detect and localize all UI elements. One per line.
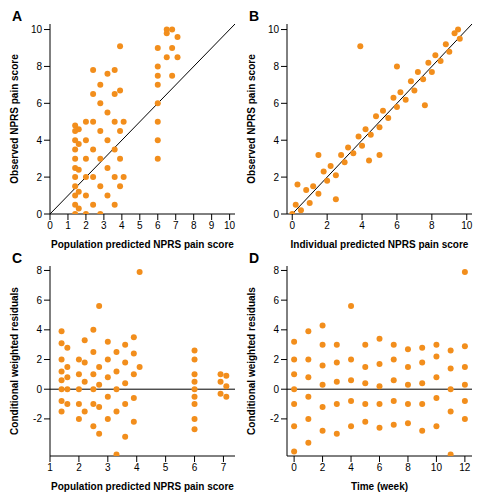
svg-text:4: 4 (273, 135, 279, 146)
svg-text:Time (week): Time (week) (351, 481, 408, 492)
svg-text:0: 0 (47, 220, 53, 231)
svg-text:1: 1 (47, 462, 53, 473)
svg-text:6: 6 (36, 295, 42, 306)
svg-text:6: 6 (192, 462, 198, 473)
svg-text:6: 6 (273, 295, 279, 306)
html-text:C: C (12, 250, 23, 266)
svg-text:1: 1 (65, 220, 71, 231)
svg-text:4: 4 (348, 462, 354, 473)
svg-text:6: 6 (394, 220, 400, 231)
svg-text:6: 6 (273, 98, 279, 109)
svg-text:0: 0 (273, 209, 279, 220)
html-text:D: D (249, 250, 260, 266)
svg-text:10: 10 (31, 24, 43, 35)
svg-text:3: 3 (101, 220, 107, 231)
svg-text:9: 9 (209, 220, 215, 231)
svg-text:Population predicted NPRS pain: Population predicted NPRS pain score (51, 481, 234, 492)
svg-text:2: 2 (324, 220, 330, 231)
svg-text:6: 6 (155, 220, 161, 231)
svg-text:4: 4 (36, 324, 42, 335)
svg-text:8: 8 (36, 61, 42, 72)
svg-text:7: 7 (221, 462, 227, 473)
svg-text:5: 5 (163, 462, 169, 473)
svg-text:Conditional weighted residuals: Conditional weighted residuals (9, 287, 20, 435)
svg-text:8: 8 (36, 265, 42, 276)
svg-text:Observed NPRS pain score: Observed NPRS pain score (246, 54, 257, 184)
svg-text:Population predicted NPRS pain: Population predicted NPRS pain score (51, 239, 234, 250)
svg-text:2: 2 (83, 220, 89, 231)
svg-text:0: 0 (36, 209, 42, 220)
svg-text:2: 2 (76, 462, 82, 473)
svg-text:2: 2 (36, 172, 42, 183)
svg-text:Conditional weighted residuals: Conditional weighted residuals (246, 287, 257, 435)
svg-text:4: 4 (273, 324, 279, 335)
svg-text:Individual predicted NPRS pain: Individual predicted NPRS pain score (291, 239, 469, 250)
svg-text:10: 10 (224, 220, 236, 231)
svg-text:4: 4 (359, 220, 365, 231)
svg-text:8: 8 (273, 61, 279, 72)
svg-text:10: 10 (268, 24, 280, 35)
svg-text:8: 8 (405, 462, 411, 473)
svg-text:8: 8 (191, 220, 197, 231)
svg-text:7: 7 (173, 220, 179, 231)
html-text:B: B (249, 8, 260, 24)
svg-text:2: 2 (273, 172, 279, 183)
svg-text:2: 2 (273, 354, 279, 365)
svg-text:10: 10 (461, 220, 473, 231)
svg-text:8: 8 (273, 265, 279, 276)
html-text:A: A (12, 8, 23, 24)
svg-text:3: 3 (105, 462, 111, 473)
svg-text:4: 4 (134, 462, 140, 473)
svg-text:0: 0 (291, 462, 297, 473)
svg-text:Observed NPRS pain score: Observed NPRS pain score (9, 54, 20, 184)
svg-text:10: 10 (431, 462, 443, 473)
svg-text:5: 5 (137, 220, 143, 231)
svg-text:0: 0 (273, 384, 279, 395)
svg-text:0: 0 (36, 384, 42, 395)
svg-text:4: 4 (36, 135, 42, 146)
svg-text:4: 4 (119, 220, 125, 231)
svg-text:0: 0 (289, 220, 295, 231)
svg-text:12: 12 (459, 462, 471, 473)
svg-text:6: 6 (36, 98, 42, 109)
svg-text:2: 2 (320, 462, 326, 473)
svg-text:-2: -2 (33, 413, 42, 424)
svg-text:-2: -2 (270, 413, 279, 424)
svg-text:6: 6 (377, 462, 383, 473)
svg-text:8: 8 (429, 220, 435, 231)
svg-text:2: 2 (36, 354, 42, 365)
